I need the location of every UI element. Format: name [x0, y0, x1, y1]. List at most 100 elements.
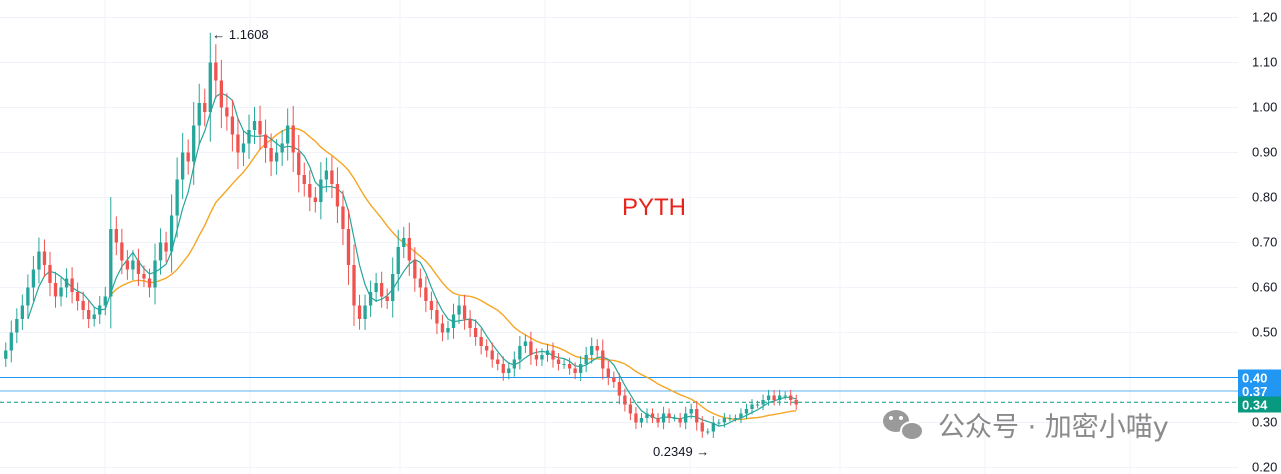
candle-body	[324, 170, 329, 180]
high-label: ← 1.1608	[212, 27, 268, 42]
candle-body	[374, 283, 378, 292]
candle-body	[269, 148, 273, 162]
candle-body	[700, 422, 704, 432]
candle-body	[772, 395, 776, 400]
candle-body	[634, 413, 638, 423]
candle-body	[496, 359, 500, 364]
candle-body	[142, 274, 146, 279]
y-tick-label: 1.20	[1252, 10, 1277, 25]
y-tick-label: 1.10	[1252, 55, 1277, 70]
candle-body	[37, 251, 41, 270]
candle-body	[236, 134, 240, 153]
candle-body	[706, 431, 710, 433]
candle-body	[125, 260, 130, 270]
candle-body	[512, 359, 516, 369]
candle-body	[562, 364, 566, 365]
price-badges: 0.400.370.34	[1238, 369, 1281, 413]
candle-body	[551, 350, 555, 360]
candle-body	[53, 283, 58, 297]
candle-body	[490, 350, 494, 360]
svg-text:公众号 · 加密小喵y: 公众号 · 加密小喵y	[938, 412, 1169, 443]
candle-body	[750, 404, 754, 409]
candle-body	[501, 364, 505, 373]
candle-body	[435, 310, 439, 324]
candle-body	[540, 355, 544, 360]
candle-body	[180, 152, 185, 180]
candle-body	[81, 301, 85, 310]
candle-body	[744, 409, 749, 414]
candles	[4, 32, 798, 439]
candle-body	[656, 418, 660, 423]
candle-body	[507, 368, 511, 373]
candle-body	[197, 103, 201, 126]
candle-body	[794, 400, 798, 405]
candle-body	[153, 260, 157, 288]
price-badge	[1238, 383, 1281, 399]
candle-body	[567, 364, 572, 369]
candle-body	[59, 287, 63, 297]
candle-body	[424, 287, 428, 301]
candle-body	[158, 242, 163, 261]
candle-body	[225, 107, 229, 117]
ma-slow-line	[110, 127, 797, 421]
candle-body	[672, 418, 677, 419]
candle-body	[429, 301, 434, 310]
candle-body	[346, 229, 351, 265]
candle-body	[186, 152, 190, 162]
candle-body	[175, 179, 179, 216]
candle-body	[274, 152, 279, 162]
candle-body	[92, 314, 96, 319]
candle-body	[578, 364, 583, 373]
candle-body	[263, 134, 268, 148]
moving-averages	[27, 92, 797, 427]
y-tick-label: 0.30	[1252, 415, 1277, 430]
y-tick-label: 0.90	[1252, 145, 1277, 160]
candle-body	[291, 125, 295, 153]
candle-body	[534, 355, 539, 360]
candle-body	[352, 265, 356, 306]
candle-body	[650, 413, 655, 418]
candle-body	[617, 382, 622, 396]
candle-body	[4, 350, 8, 359]
candle-body	[468, 319, 472, 328]
candle-body	[584, 355, 588, 364]
candle-body	[783, 395, 787, 397]
candle-body	[286, 125, 290, 144]
candle-body	[628, 404, 633, 414]
ma-fast-line	[27, 92, 797, 427]
candle-body	[717, 422, 721, 424]
candle-body	[391, 274, 395, 301]
candle-body	[247, 130, 251, 144]
price-badge	[1238, 396, 1281, 413]
candle-body	[623, 395, 627, 405]
candle-body	[147, 278, 152, 288]
candle-body	[313, 197, 317, 202]
candle-body	[639, 418, 644, 423]
candle-body	[739, 413, 743, 418]
candle-body	[214, 62, 218, 81]
candle-body	[192, 125, 196, 162]
candle-body	[595, 346, 599, 351]
candle-body	[131, 260, 135, 270]
candle-body	[341, 206, 345, 229]
candle-body	[695, 409, 699, 423]
candle-body	[98, 305, 102, 315]
price-badge-label: 0.40	[1242, 371, 1267, 386]
candle-body	[413, 260, 417, 279]
candle-body	[590, 346, 594, 355]
candle-body	[109, 229, 113, 297]
price-badge-label: 0.34	[1242, 398, 1268, 413]
candle-body	[711, 422, 715, 432]
candle-body	[722, 418, 727, 423]
candle-body	[308, 184, 312, 198]
candle-body	[523, 341, 528, 346]
candle-body	[258, 121, 262, 135]
candle-body	[136, 260, 141, 274]
y-tick-label: 0.70	[1252, 235, 1277, 250]
price-badge-label: 0.37	[1242, 384, 1267, 399]
wechat-logo-icon	[883, 410, 924, 441]
candle-body	[479, 337, 483, 346]
candle-body	[545, 350, 550, 355]
candle-body	[114, 229, 118, 243]
candle-body	[418, 278, 423, 288]
